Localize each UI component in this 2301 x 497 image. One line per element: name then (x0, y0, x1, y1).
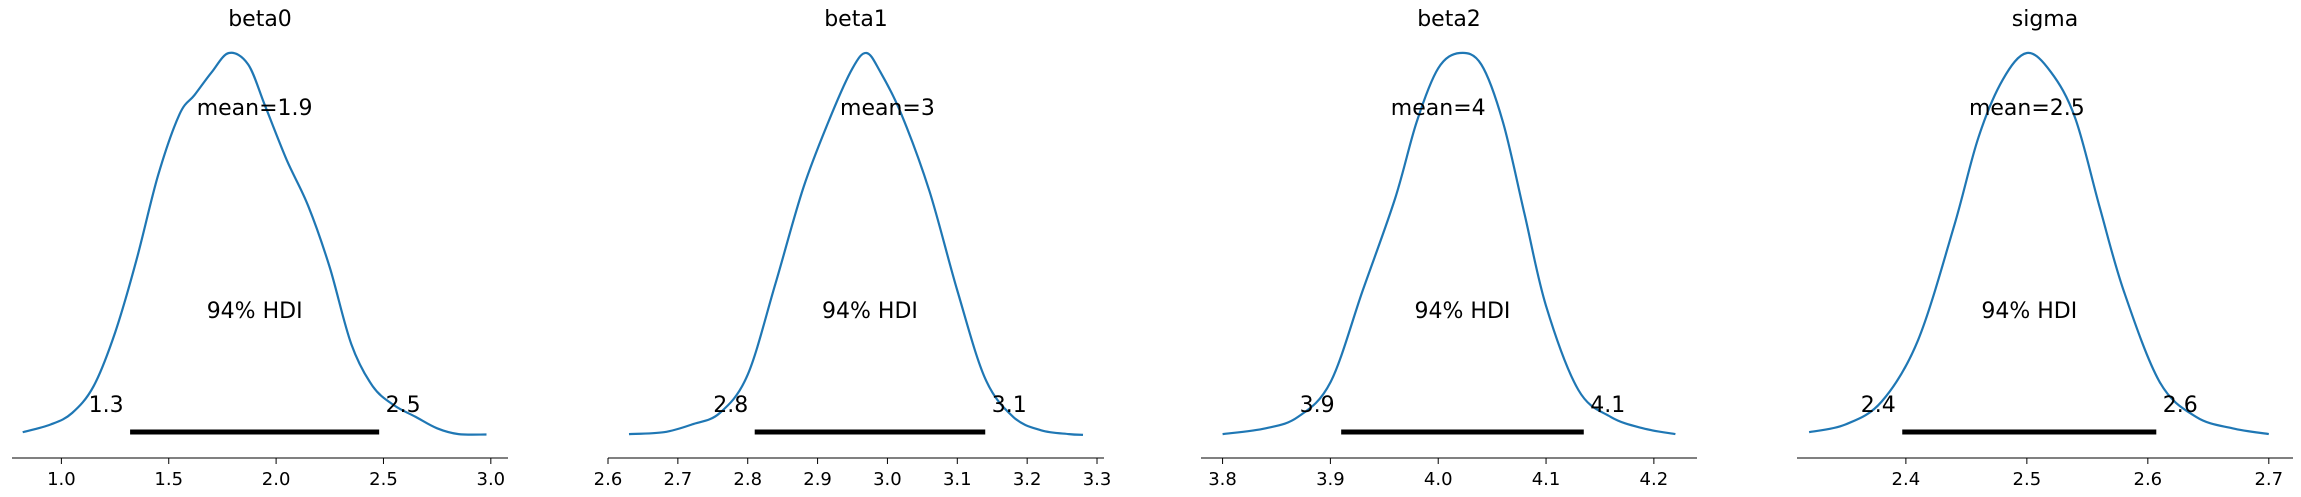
hdi-upper-label: 2.6 (2163, 393, 2198, 418)
x-tick-label: 2.9 (803, 469, 832, 490)
hdi-lower-label: 2.8 (713, 393, 748, 418)
x-tick-label: 2.7 (2254, 469, 2283, 490)
hdi-label: 94% HDI (1415, 299, 1511, 324)
x-tick-label: 4.0 (1424, 469, 1453, 490)
panel-beta1: beta1 mean=3 94% HDI 2.8 3.1 2.6 2.7 2.8 2.… (594, 7, 1112, 490)
x-axis-ticks: 2.6 2.7 2.8 2.9 3.0 3.1 3.2 3.3 (594, 458, 1112, 490)
hdi-label: 94% HDI (822, 299, 918, 324)
panel-sigma: sigma mean=2.5 94% HDI 2.4 2.6 2.4 2.5 2.6… (1797, 7, 2293, 490)
x-tick-label: 4.2 (1640, 469, 1669, 490)
chart-title: beta2 (1417, 7, 1481, 32)
x-tick-label: 2.7 (664, 469, 693, 490)
hdi-label: 94% HDI (207, 299, 303, 324)
hdi-lower-label: 3.9 (1300, 393, 1335, 418)
hdi-upper-label: 3.1 (992, 393, 1027, 418)
x-tick-label: 2.5 (2013, 469, 2042, 490)
x-tick-label: 2.5 (369, 469, 398, 490)
x-tick-label: 3.9 (1316, 469, 1345, 490)
hdi-lower-label: 2.4 (1861, 393, 1896, 418)
x-tick-label: 2.8 (733, 469, 762, 490)
x-tick-label: 3.2 (1013, 469, 1042, 490)
x-axis-ticks: 1.0 1.5 2.0 2.5 3.0 (47, 458, 505, 490)
hdi-upper-label: 4.1 (1590, 393, 1625, 418)
panel-beta0: beta0 mean=1.9 94% HDI 1.3 2.5 1.0 1.5 2.0… (12, 7, 508, 490)
density-curve (628, 51, 1084, 436)
x-tick-label: 4.1 (1532, 469, 1561, 490)
hdi-label: 94% HDI (1981, 299, 2077, 324)
x-axis-ticks: 2.4 2.5 2.6 2.7 (1892, 458, 2283, 490)
x-tick-label: 3.0 (477, 469, 506, 490)
density-curve (1808, 51, 2269, 436)
hdi-lower-label: 1.3 (89, 393, 124, 418)
x-axis-ticks: 3.8 3.9 4.0 4.1 4.2 (1208, 458, 1668, 490)
density-curve (22, 51, 487, 436)
panel-beta2: beta2 mean=4 94% HDI 3.9 4.1 3.8 3.9 4.0 4.… (1201, 7, 1697, 490)
x-tick-label: 2.6 (594, 469, 623, 490)
chart-title: sigma (2012, 7, 2078, 32)
x-tick-label: 3.1 (943, 469, 972, 490)
mean-label: mean=4 (1391, 96, 1486, 121)
mean-label: mean=2.5 (1969, 96, 2085, 121)
x-tick-label: 3.3 (1083, 469, 1112, 490)
mean-label: mean=1.9 (197, 96, 313, 121)
x-tick-label: 3.0 (873, 469, 902, 490)
chart-title: beta1 (824, 7, 888, 32)
x-tick-label: 2.0 (262, 469, 291, 490)
x-tick-label: 1.0 (47, 469, 76, 490)
x-tick-label: 2.4 (1892, 469, 1921, 490)
mean-label: mean=3 (840, 96, 935, 121)
density-curve (1222, 51, 1676, 436)
chart-title: beta0 (228, 7, 292, 32)
x-tick-label: 3.8 (1208, 469, 1237, 490)
hdi-upper-label: 2.5 (386, 393, 421, 418)
x-tick-label: 2.6 (2134, 469, 2163, 490)
x-tick-label: 1.5 (154, 469, 183, 490)
